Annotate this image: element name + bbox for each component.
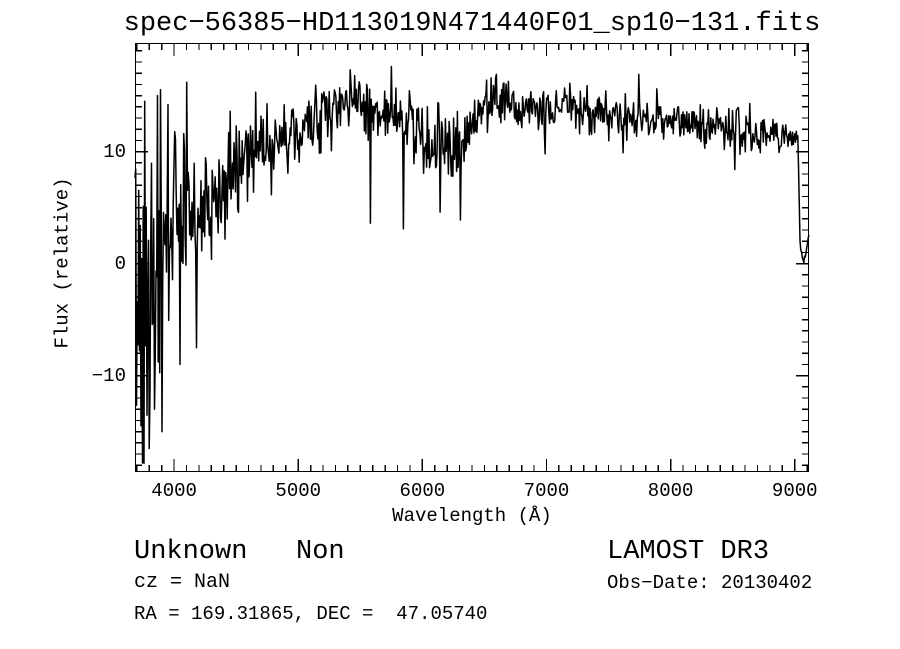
- ra-dec-text: RA = 169.31865, DEC = 47.05740: [134, 603, 488, 625]
- x-tick-label: 7000: [523, 480, 570, 502]
- cz-text: cz = NaN: [134, 571, 231, 594]
- spectrum-trace: [134, 65, 810, 464]
- y-tick-label: 0: [114, 252, 126, 275]
- x-tick-label: 9000: [771, 480, 818, 502]
- y-tick-label: −10: [91, 364, 126, 387]
- x-tick-label: 8000: [647, 480, 694, 502]
- x-axis-label: Wavelength (Å): [392, 505, 552, 527]
- obs-date-text: Obs−Date: 20130402: [607, 572, 813, 594]
- x-tick-label: 6000: [399, 480, 446, 502]
- survey-release-text: LAMOST DR3: [607, 537, 770, 567]
- plot-title: spec−56385−HD113019N471440F01_sp10−131.f…: [123, 9, 821, 39]
- x-tick-label: 5000: [275, 480, 322, 502]
- classification-text: Unknown Non: [134, 537, 345, 567]
- y-tick-label: 10: [103, 140, 126, 163]
- x-tick-label: 4000: [151, 480, 197, 502]
